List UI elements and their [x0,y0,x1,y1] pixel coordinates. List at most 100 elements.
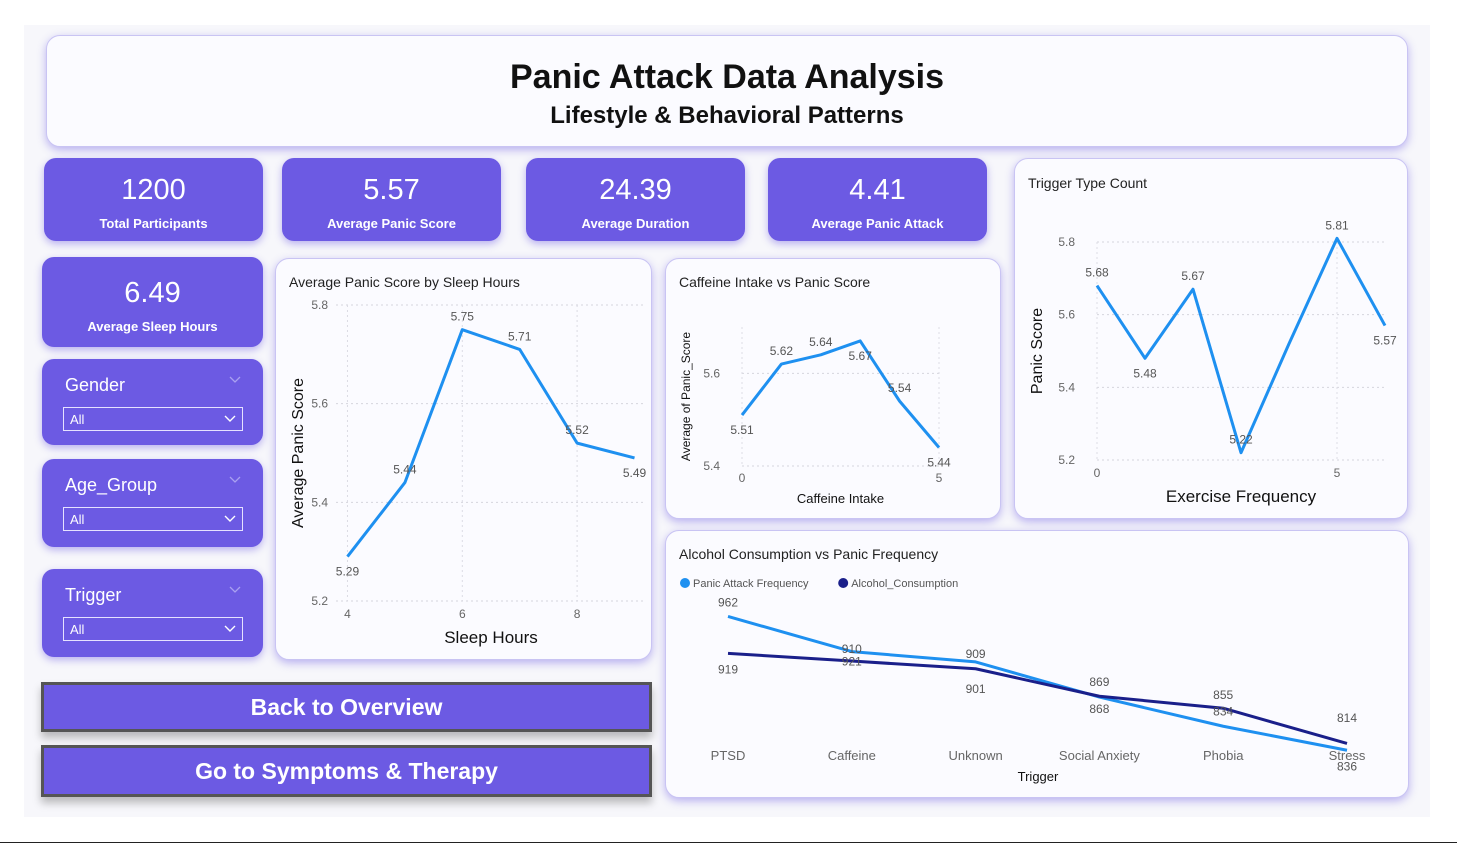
data-label: 869 [1089,675,1109,689]
x-tick-label: 8 [574,607,581,621]
chart-card-alcohol: Alcohol Consumption vs Panic Frequency P… [665,530,1409,798]
y-tick-label: 5.8 [311,298,328,312]
data-label: 5.67 [849,349,873,363]
kpi-average-duration: 24.39 Average Duration [526,158,745,241]
dropdown-value: All [70,512,85,527]
legend-marker [680,578,690,588]
slicer-age-group[interactable]: Age_Group All [42,459,263,547]
data-label: 836 [1337,759,1357,773]
caffeine-line-chart: 5.4 5.6 0 5 5.51 5.62 5.64 5.67 5.54 5.44 Caffeine… [679,327,951,506]
data-label: 5.54 [888,381,912,395]
slicer-gender[interactable]: Gender All [42,359,263,445]
y-tick-label: 5.2 [1058,453,1075,467]
y-tick-label: 5.6 [703,366,720,380]
data-label: 5.67 [1181,269,1205,283]
data-label: 910 [842,642,862,656]
chart-title: Caffeine Intake vs Panic Score [679,274,871,290]
chevron-down-icon[interactable] [229,473,241,485]
x-tick-label: 6 [459,607,466,621]
data-label: 901 [966,682,986,696]
gender-dropdown[interactable]: All [63,407,243,431]
x-tick-label: 4 [344,607,351,621]
kpi-label: Total Participants [99,216,208,231]
y-tick-label: 5.4 [1058,380,1075,394]
series-line [1095,236,1387,455]
y-tick-label: 5.4 [311,495,328,509]
y-tick-label: 5.6 [1058,308,1075,322]
kpi-average-sleep-hours: 6.49 Average Sleep Hours [42,257,263,347]
chevron-down-icon [224,625,236,632]
data-label: 5.44 [927,455,951,469]
slicer-title: Trigger [65,585,122,605]
y-axis-title: Panic Score [1029,308,1046,394]
data-label: 962 [718,595,738,609]
data-label: 855 [1213,688,1233,702]
x-tick-label: 5 [936,471,943,485]
kpi-average-panic-score: 5.57 Average Panic Score [282,158,501,241]
kpi-total-participants: 1200 Total Participants [44,158,263,241]
x-axis-title: Caffeine Intake [797,491,884,506]
y-tick-label: 5.6 [311,397,328,411]
data-label: 921 [842,655,862,669]
x-tick-label: 0 [1094,466,1101,480]
kpi-label: Average Duration [581,216,690,231]
legend-label: Alcohol_Consumption [851,578,958,590]
data-label: 5.68 [1085,266,1109,280]
chevron-down-icon[interactable] [229,583,241,595]
chevron-down-icon [224,515,236,522]
data-label: 868 [1089,702,1109,716]
kpi-label: Average Panic Attack [811,216,944,231]
chart-card-caffeine: Caffeine Intake vs Panic Score 5.4 5.6 0 5 5… [665,258,1001,519]
chart-card-exercise: Trigger Type Count 5.2 5.4 5.6 5.8 0 5 5.68 5.4… [1014,158,1408,519]
back-to-overview-button[interactable]: Back to Overview [41,682,652,732]
kpi-label: Average Panic Score [327,216,456,231]
series-line [727,651,1348,745]
kpi-value: 6.49 [124,277,181,309]
y-tick-label: 5.4 [703,459,720,473]
data-label: 5.64 [809,335,833,349]
chart-card-sleep-hours: Average Panic Score by Sleep Hours 5.2 5.… [275,258,652,660]
kpi-value: 4.41 [849,174,906,206]
x-tick-label: 5 [1334,466,1341,480]
legend-marker [838,578,849,588]
data-label: 909 [966,647,986,661]
y-tick-label: 5.2 [311,594,328,608]
data-label: 5.81 [1325,218,1349,232]
dropdown-value: All [70,412,85,427]
exercise-line-chart: 5.2 5.4 5.6 5.8 0 5 5.68 5.48 5.67 5.22 5.81 5.57 Ex… [1029,218,1397,506]
kpi-value: 24.39 [599,174,672,206]
sleep-hours-line-chart: 5.2 5.4 5.6 5.8 4 6 8 5.29 5.44 5.75 5.71 5.52 5.49 S… [290,298,647,647]
age-group-dropdown[interactable]: All [63,507,243,531]
data-label: 814 [1337,711,1357,725]
data-label: 834 [1213,704,1233,718]
data-label: 919 [718,662,738,676]
slicer-title: Gender [65,375,126,395]
y-axis-title: Average of Panic_Score [679,332,693,462]
series-line [727,614,1348,752]
data-label: 5.62 [770,344,794,358]
data-label: 5.71 [508,329,532,343]
dropdown-value: All [70,622,85,637]
x-tick-label: 0 [739,471,746,485]
kpi-average-panic-attack: 4.41 Average Panic Attack [768,158,987,241]
chevron-down-icon [224,415,236,422]
x-axis-title: Exercise Frequency [1166,487,1317,506]
data-label: 5.49 [623,466,647,480]
data-label: 5.57 [1373,334,1397,348]
chart-title: Average Panic Score by Sleep Hours [289,274,520,290]
data-label: 5.52 [565,423,589,437]
chevron-down-icon[interactable] [229,373,241,385]
slicer-trigger[interactable]: Trigger All [42,569,263,657]
x-tick-label: Caffeine [828,748,876,763]
data-label: 5.51 [730,423,754,437]
kpi-label: Average Sleep Hours [87,319,218,334]
series-line [346,328,635,558]
series-line [740,339,941,449]
go-to-symptoms-therapy-button[interactable]: Go to Symptoms & Therapy [41,745,652,797]
data-label: 5.22 [1229,433,1253,447]
alcohol-line-chart: Panic Attack Frequency Alcohol_Consumptio… [680,578,1366,784]
slicer-title: Age_Group [65,475,158,495]
trigger-dropdown[interactable]: All [63,617,243,641]
data-label: 5.29 [336,565,360,579]
page-title: Panic Attack Data Analysis [510,58,944,96]
